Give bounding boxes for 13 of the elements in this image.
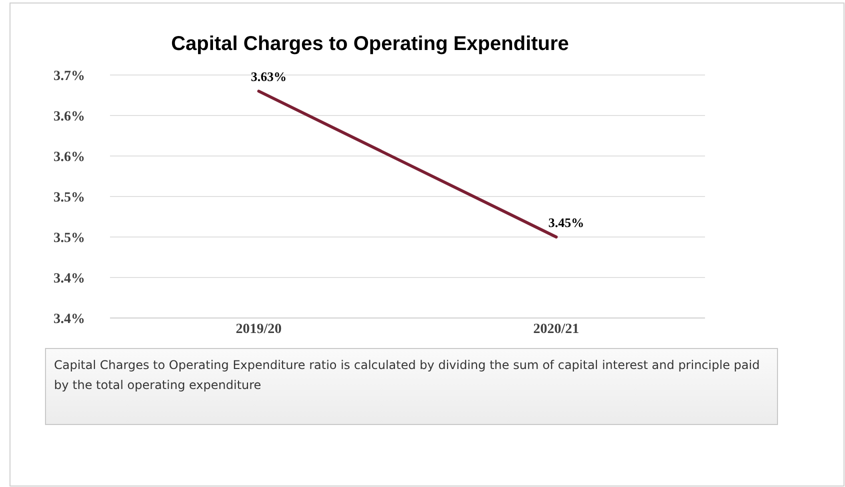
x-tick-label: 2020/21: [533, 322, 580, 337]
data-label: 3.45%: [548, 215, 584, 230]
y-tick-label: 3.6%: [54, 109, 85, 124]
y-tick-label: 3.5%: [54, 190, 85, 206]
x-tick-label: 2019/20: [236, 322, 282, 337]
y-tick-label: 3.5%: [54, 230, 85, 246]
text: Capital Charges to Operating Expenditure ratio is calculated by dividing the sum of capital interest and principle paid by the total operating expenditure: [45, 348, 778, 425]
y-tick-label: 3.4%: [54, 271, 85, 286]
y-tick-label: 3.6%: [54, 150, 85, 165]
chart-title: Capital Charges to Operating Expenditure: [171, 33, 569, 55]
data-label: 3.63%: [250, 69, 287, 84]
y-tick-label: 3.7%: [54, 68, 85, 84]
y-tick-label: 3.4%: [54, 312, 85, 327]
